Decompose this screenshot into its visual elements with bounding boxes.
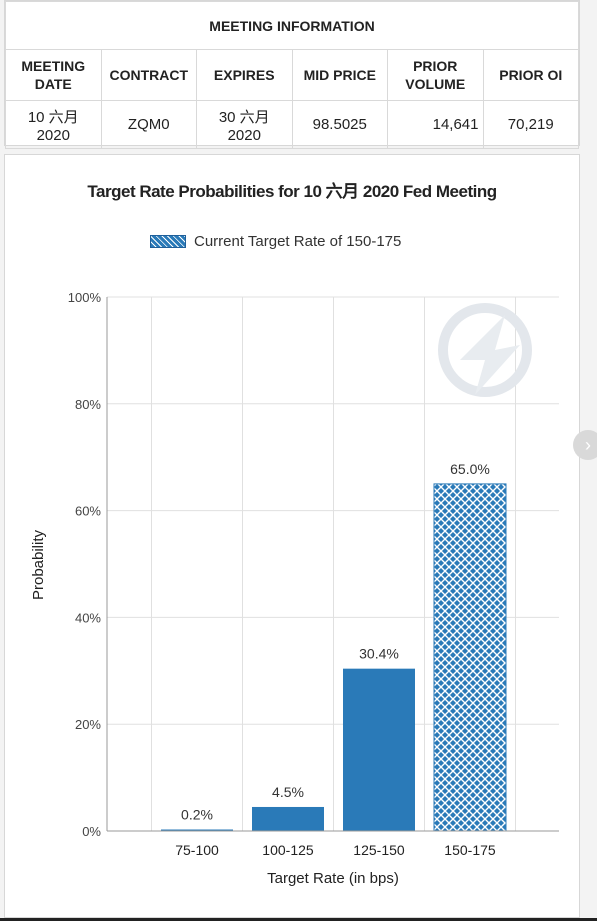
chart-panel: 0% 20% 40% 60% 80% 100% 0.2% 75-100 4.5% 100-125 3… — [4, 154, 580, 918]
value-mid-price: 98.5025 — [291, 100, 388, 149]
data-label: 30.4% — [359, 646, 399, 662]
x-axis-title: Target Rate (in bps) — [267, 870, 399, 887]
x-tick-label: 100-125 — [262, 842, 314, 858]
value-contract: ZQM0 — [100, 100, 197, 149]
bottom-border — [0, 918, 597, 921]
meeting-information-caption: MEETING INFORMATION — [5, 1, 579, 50]
bar-150-175 — [433, 483, 507, 832]
legend-swatch — [150, 234, 186, 248]
meeting-information-panel: MEETING INFORMATION MEETING DATE CONTRAC… — [4, 0, 580, 149]
watermark-logo — [438, 303, 532, 397]
value-meeting-date: 10 六月 2020 — [5, 100, 102, 149]
data-label: 4.5% — [272, 784, 304, 800]
chart-legend: Current Target Rate of 150-175 — [150, 231, 401, 251]
data-label: 65.0% — [450, 461, 490, 477]
header-mid-price: MID PRICE — [291, 49, 388, 101]
y-tick-label: 80% — [75, 397, 101, 412]
chart-title: Target Rate Probabilities for 10 六月 2020… — [87, 182, 497, 201]
meeting-information-table: MEETING INFORMATION MEETING DATE CONTRAC… — [5, 1, 579, 149]
y-tick-label: 20% — [75, 717, 101, 732]
y-tick-label: 60% — [75, 504, 101, 519]
x-tick-label: 75-100 — [175, 842, 219, 858]
bar-125-150 — [343, 668, 415, 831]
y-tick-label: 40% — [75, 610, 101, 625]
bar-100-125 — [252, 806, 324, 831]
value-prior-volume: 14,641 — [387, 100, 484, 149]
header-prior-oi: PRIOR OI — [482, 49, 579, 101]
probability-chart: 0% 20% 40% 60% 80% 100% 0.2% 75-100 4.5% 100-125 3… — [30, 290, 559, 887]
bar-75-100 — [161, 829, 233, 831]
next-arrow-button[interactable]: › — [573, 430, 597, 460]
header-contract: CONTRACT — [100, 49, 197, 101]
legend-label: Current Target Rate of 150-175 — [194, 232, 402, 250]
y-tick-label: 0% — [82, 824, 101, 839]
header-expires: EXPIRES — [196, 49, 293, 101]
y-tick-label: 100% — [68, 290, 102, 305]
y-axis-title: Probability — [30, 529, 47, 600]
x-tick-label: 150-175 — [444, 842, 496, 858]
value-prior-oi: 70,219 — [482, 100, 579, 149]
header-prior-volume: PRIOR VOLUME — [387, 49, 484, 101]
value-expires: 30 六月 2020 — [196, 100, 293, 149]
header-meeting-date: MEETING DATE — [5, 49, 102, 101]
data-label: 0.2% — [181, 807, 213, 823]
x-tick-label: 125-150 — [353, 842, 405, 858]
